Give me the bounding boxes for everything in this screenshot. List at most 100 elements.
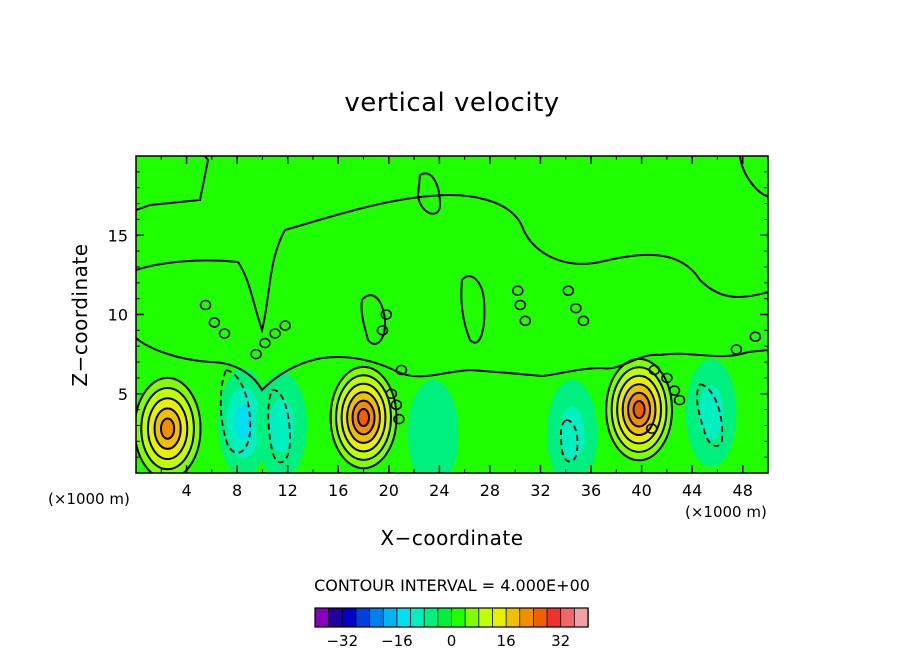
x-tick-label: 36 xyxy=(581,481,601,500)
colorbar-swatch xyxy=(560,607,576,628)
eddy-contour xyxy=(380,309,393,320)
x-tick-label: 40 xyxy=(631,481,651,500)
colorbar-swatch xyxy=(341,607,357,628)
field-band xyxy=(407,379,459,473)
contour-interval-label: CONTOUR INTERVAL = 4.000E+00 xyxy=(314,576,590,595)
eddy-contour xyxy=(519,315,532,327)
updraft-contour xyxy=(351,399,376,436)
x-tick-label: 44 xyxy=(682,481,702,500)
colorbar-tick-label: −32 xyxy=(326,632,358,650)
x-tick-label: 16 xyxy=(328,481,348,500)
plot-area xyxy=(136,156,768,473)
updraft-contour xyxy=(627,391,652,428)
colorbar-swatch xyxy=(505,607,521,628)
colorbar-swatch xyxy=(423,607,439,628)
colorbar-tick-label: 16 xyxy=(497,632,516,650)
field-band xyxy=(268,398,294,453)
updraft-contour xyxy=(140,387,195,471)
updraft-contour xyxy=(610,366,668,453)
eddy-contour xyxy=(730,344,743,355)
colorbar-swatch xyxy=(314,607,330,628)
updraft-contour xyxy=(340,382,387,453)
colorbar-swatch xyxy=(396,607,412,628)
zero-contour xyxy=(136,156,210,211)
updraft-contour xyxy=(160,417,176,440)
x-tick-label: 48 xyxy=(733,481,753,500)
eddy-contour xyxy=(269,328,281,339)
x-tick-label: 28 xyxy=(480,481,500,500)
colorbar-tick-label: 0 xyxy=(447,632,457,650)
x-unit-label-left: (×1000 m) xyxy=(48,490,130,508)
eddy-contour xyxy=(514,299,527,311)
x-tick-label: 12 xyxy=(278,481,298,500)
eddy-contour xyxy=(562,285,575,297)
x-tick-label: 24 xyxy=(429,481,449,500)
updraft-contour xyxy=(605,357,673,462)
colorbar-swatch xyxy=(369,607,384,628)
updraft-contour xyxy=(632,400,646,420)
eddy-contour xyxy=(570,302,582,314)
eddy-contour xyxy=(279,320,291,331)
zero-contour xyxy=(739,156,768,197)
eddy-contour xyxy=(259,337,271,349)
updraft-contour xyxy=(335,374,392,461)
x-tick-label: 4 xyxy=(181,481,191,500)
colorbar-swatch xyxy=(573,607,589,628)
colorbar-frame xyxy=(314,607,589,628)
colorbar-swatch xyxy=(328,607,343,628)
small-contour-cells xyxy=(199,285,762,434)
colorbar-swatch xyxy=(533,607,548,628)
colorbar-swatch xyxy=(355,607,371,628)
colorbar-swatch xyxy=(492,607,507,628)
contour-lines xyxy=(136,156,768,392)
updraft-contour xyxy=(616,374,662,445)
y-tick-label: 15 xyxy=(108,226,128,245)
y-tick-label: 10 xyxy=(108,306,128,325)
zero-contour xyxy=(416,172,442,215)
colorbar-swatch xyxy=(519,607,535,628)
field-band xyxy=(559,406,585,461)
eddy-contour xyxy=(199,299,212,311)
negative-contour xyxy=(559,419,579,463)
updraft-contour xyxy=(621,383,657,437)
negative-contour xyxy=(267,389,291,464)
chart-title: vertical velocity xyxy=(344,88,560,118)
x-tick-label: 8 xyxy=(232,481,242,500)
field-band xyxy=(698,385,724,440)
x-unit-label-right: (×1000 m) xyxy=(685,503,767,521)
colorbar-swatch xyxy=(382,607,398,628)
field-band xyxy=(161,418,175,439)
zero-contour xyxy=(136,337,768,392)
y-tick-label: 5 xyxy=(118,385,128,404)
updraft-contour xyxy=(146,397,189,461)
colorbar-swatch xyxy=(410,607,425,628)
colorbar-swatch xyxy=(464,607,480,628)
updraft-contour xyxy=(357,408,371,428)
colorbar-tick-label: −16 xyxy=(381,632,413,650)
negative-contour xyxy=(696,383,724,447)
eddy-contour xyxy=(218,328,231,339)
eddy-contour xyxy=(511,285,524,297)
eddy-contour xyxy=(749,331,762,342)
zero-contour xyxy=(136,194,768,334)
x-tick-label: 32 xyxy=(530,481,550,500)
field-band xyxy=(633,401,645,419)
colorbar-tick-label: 32 xyxy=(551,632,570,650)
colorbar-swatch xyxy=(478,607,494,628)
field-band xyxy=(358,409,370,427)
negative-contours xyxy=(219,369,724,464)
colorbar-swatch xyxy=(546,607,562,628)
eddy-contour xyxy=(673,394,686,406)
updraft-contour xyxy=(153,407,182,450)
updraft-contour xyxy=(329,365,398,470)
zero-contour xyxy=(460,275,486,344)
updraft-contour xyxy=(136,376,202,473)
eddy-contour xyxy=(393,413,405,425)
eddy-contour xyxy=(250,348,262,360)
zero-contour xyxy=(360,294,387,345)
eddy-contour xyxy=(395,364,408,376)
updraft-contours xyxy=(136,357,673,473)
colorbar: −32 −16 0 16 32 xyxy=(314,607,589,650)
